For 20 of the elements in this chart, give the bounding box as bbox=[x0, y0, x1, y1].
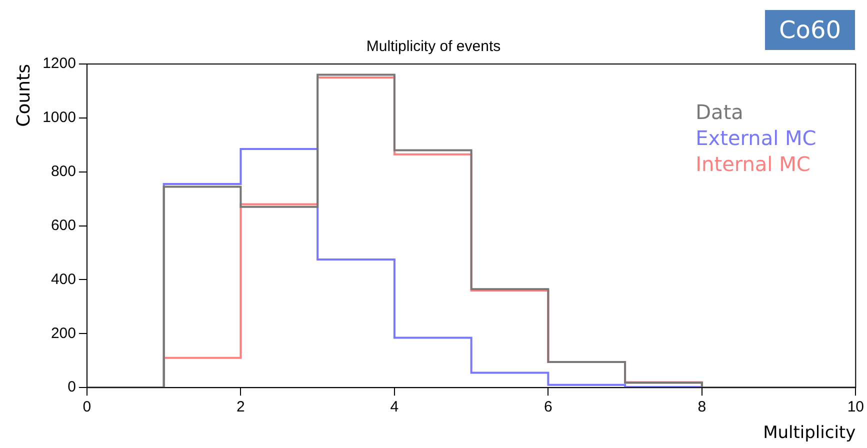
x-tick-label: 0 bbox=[82, 398, 92, 416]
y-axis-title: Counts bbox=[13, 64, 34, 127]
y-tick-label: 400 bbox=[50, 270, 76, 288]
text: Internal MC bbox=[696, 152, 810, 176]
x-tick-label: 2 bbox=[236, 398, 245, 416]
y-tick-label: 600 bbox=[50, 216, 76, 234]
y-tick-label: 1000 bbox=[42, 109, 76, 126]
y-tick-label: 200 bbox=[50, 324, 76, 342]
text: External MC bbox=[696, 126, 816, 150]
x-tick-label: 10 bbox=[847, 398, 864, 416]
chart-title: Multiplicity of events bbox=[366, 38, 501, 56]
text: Co60 bbox=[765, 10, 855, 50]
x-tick-label: 4 bbox=[390, 398, 399, 416]
x-tick-label: 6 bbox=[544, 398, 552, 416]
x-tick-label: 8 bbox=[698, 398, 706, 416]
x-axis-title: Multiplicity bbox=[763, 423, 856, 444]
text: Data bbox=[696, 100, 744, 124]
y-tick-label: 800 bbox=[50, 163, 76, 180]
y-tick-label: 1200 bbox=[42, 55, 76, 72]
y-tick-label: 0 bbox=[68, 378, 76, 396]
